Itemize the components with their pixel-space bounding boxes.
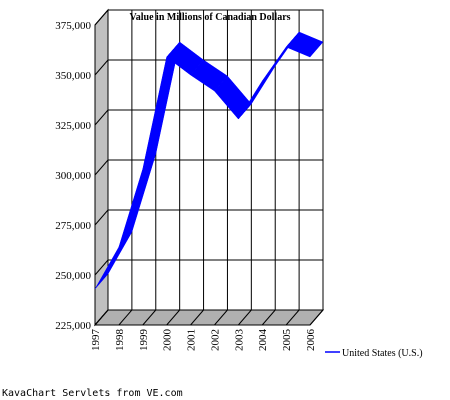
x-tick-label: 2004 (257, 329, 269, 352)
y-tick-label: 350,000 (55, 70, 91, 82)
floor-tick (285, 309, 300, 326)
series-segment (238, 65, 276, 120)
floor-tick (166, 309, 181, 326)
x-tick-label: 2006 (305, 329, 317, 352)
legend: United States (U.S.) (325, 348, 423, 359)
wall-tick (94, 109, 109, 126)
floor-tick (261, 309, 276, 326)
x-tick-label: 2000 (162, 329, 174, 352)
wall-tick (94, 59, 109, 76)
wall-tick (94, 259, 109, 276)
floor-tick (237, 309, 252, 326)
x-tick-label: 1998 (114, 329, 126, 352)
series-segment (118, 153, 157, 248)
x-tick-label: 2002 (209, 329, 221, 351)
x-floor (93, 309, 325, 326)
x-tick-label: 2005 (281, 329, 293, 352)
floor-tick (214, 309, 228, 326)
y-tick-label: 275,000 (55, 220, 91, 232)
floor-tick (118, 309, 133, 326)
grid (94, 9, 324, 326)
footer-credit: KavaChart Servlets from VE.com (2, 388, 183, 399)
floor-tick (309, 309, 324, 326)
x-tick-label: 1999 (138, 329, 150, 352)
y-tick-label: 250,000 (55, 270, 91, 282)
x-tick-label: 1997 (90, 329, 102, 352)
y-axis: 225,000 250,000 275,000 300,000 325,000 350,0… (55, 20, 91, 332)
floor-tick (190, 309, 204, 326)
chart-title: Value in Millions of Canadian Dollars (129, 12, 290, 23)
series-area (94, 31, 324, 290)
y-tick-label: 325,000 (55, 120, 91, 132)
wall-tick (94, 209, 109, 226)
x-floor-face (93, 309, 325, 326)
x-tick-label: 2001 (186, 329, 198, 351)
y-tick-label: 375,000 (55, 20, 91, 32)
wall-tick (94, 9, 109, 26)
x-tick-label: 2003 (233, 329, 245, 352)
floor-tick (142, 309, 157, 326)
series-segment (285, 31, 324, 58)
floor-tick (94, 309, 109, 326)
wall-tick (94, 159, 109, 176)
y-tick-label: 225,000 (55, 320, 91, 332)
y-tick-label: 300,000 (55, 170, 91, 182)
x-axis: 1997 1998 1999 2000 2001 2002 2003 2004 2005 2006 (90, 329, 317, 352)
legend-label: United States (U.S.) (342, 348, 423, 359)
